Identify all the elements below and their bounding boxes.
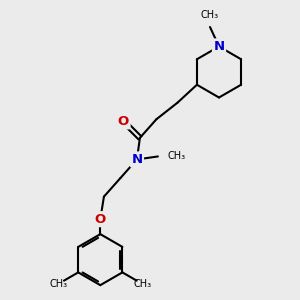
Text: N: N	[131, 153, 142, 166]
Text: CH₃: CH₃	[201, 11, 219, 20]
Text: CH₃: CH₃	[167, 152, 186, 161]
Text: O: O	[95, 213, 106, 226]
Text: CH₃: CH₃	[49, 279, 67, 289]
Text: O: O	[118, 115, 129, 128]
Text: CH₃: CH₃	[133, 279, 152, 289]
Text: N: N	[213, 40, 225, 53]
